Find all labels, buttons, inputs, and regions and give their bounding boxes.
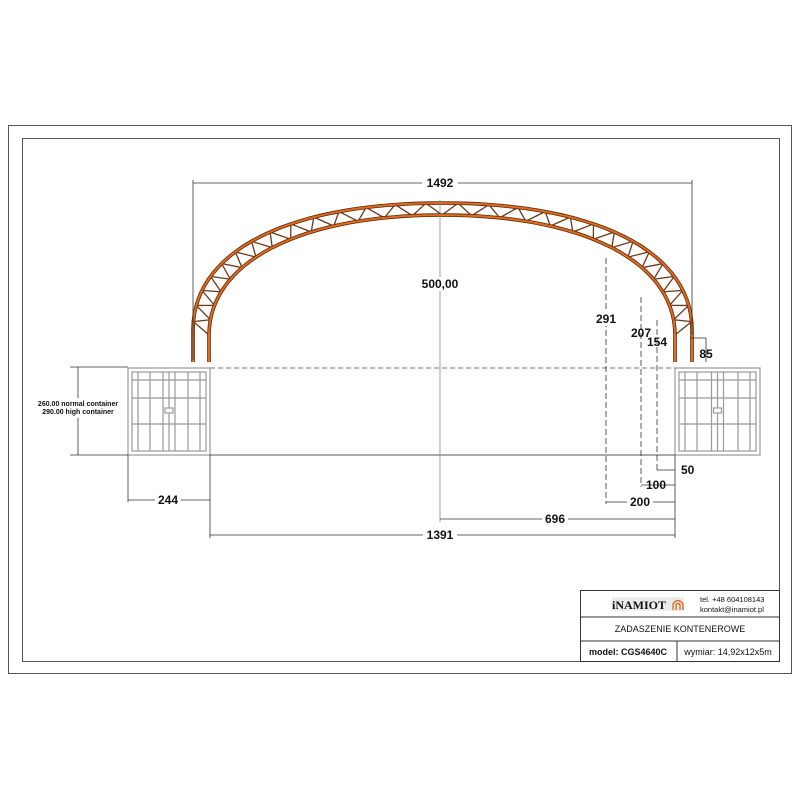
dim-50: 50	[681, 463, 695, 477]
model: model: CGS4640C	[589, 647, 668, 657]
dim-overall-width: 1492	[427, 176, 454, 190]
door-handle	[164, 407, 174, 414]
dim-1391: 1391	[427, 528, 454, 542]
container	[674, 367, 761, 456]
dim-height: 500,00	[422, 277, 459, 291]
container-frame	[674, 367, 761, 456]
container-frame	[127, 367, 211, 456]
container-height-high: 290.00 high container	[42, 409, 114, 416]
dim-291: 291	[596, 312, 616, 326]
dim-154: 154	[647, 335, 667, 349]
dim-100: 100	[646, 478, 666, 492]
logo-tent-icon	[672, 599, 684, 610]
arch-chord	[208, 213, 676, 362]
size: wymiar: 14,92x12x5m	[683, 647, 772, 657]
title-block: iNAMIOT tel. +48 604108143 kontakt@inami…	[580, 590, 780, 662]
dim-696: 696	[545, 512, 565, 526]
dim-244: 244	[158, 493, 178, 507]
arch-chord	[192, 201, 693, 362]
drawing-title: ZADASZENIE KONTENEROWE	[615, 624, 746, 634]
drawing-frame	[22, 138, 780, 662]
container-height-normal: 260.00 normal container	[38, 401, 118, 408]
containers	[127, 367, 761, 456]
dim-207: 207	[631, 326, 651, 340]
email[interactable]: kontakt@inamiot.pl	[700, 605, 764, 614]
company-logo: iNAMIOT	[612, 598, 666, 612]
sheet-border	[8, 125, 792, 674]
door-handle	[712, 407, 723, 414]
container	[127, 367, 211, 456]
arch-truss	[191, 201, 694, 362]
dim-85: 85	[699, 347, 713, 361]
phone: tel. +48 604108143	[700, 595, 764, 604]
dim-200: 200	[630, 495, 650, 509]
